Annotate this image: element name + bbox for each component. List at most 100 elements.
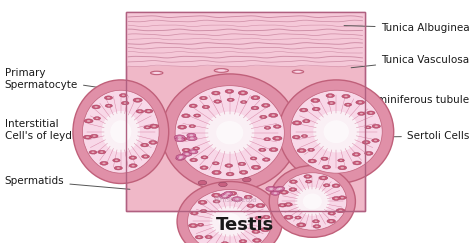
- Ellipse shape: [240, 101, 247, 104]
- Ellipse shape: [257, 217, 260, 219]
- Ellipse shape: [232, 197, 242, 201]
- Ellipse shape: [264, 229, 267, 231]
- Ellipse shape: [191, 126, 193, 127]
- Ellipse shape: [204, 106, 208, 108]
- Ellipse shape: [321, 157, 328, 160]
- Ellipse shape: [231, 198, 237, 201]
- Ellipse shape: [144, 156, 147, 157]
- Text: Tunica Vasculosa: Tunica Vasculosa: [351, 54, 469, 68]
- Ellipse shape: [193, 147, 200, 150]
- Ellipse shape: [131, 157, 134, 158]
- Ellipse shape: [262, 116, 264, 118]
- Ellipse shape: [215, 201, 218, 202]
- Ellipse shape: [269, 148, 278, 152]
- Ellipse shape: [328, 101, 335, 105]
- Ellipse shape: [113, 159, 120, 162]
- Ellipse shape: [131, 165, 135, 166]
- Ellipse shape: [305, 180, 312, 183]
- Ellipse shape: [319, 176, 328, 180]
- Ellipse shape: [187, 136, 197, 141]
- Text: Spermatids: Spermatids: [5, 176, 130, 189]
- Ellipse shape: [249, 205, 252, 207]
- Ellipse shape: [367, 127, 369, 128]
- Ellipse shape: [104, 96, 113, 100]
- Ellipse shape: [279, 80, 394, 183]
- Ellipse shape: [295, 122, 299, 124]
- Ellipse shape: [136, 99, 139, 101]
- Ellipse shape: [269, 113, 278, 117]
- Ellipse shape: [215, 172, 219, 174]
- Ellipse shape: [189, 224, 198, 228]
- Ellipse shape: [327, 219, 336, 223]
- Ellipse shape: [178, 139, 182, 140]
- Ellipse shape: [228, 191, 237, 195]
- Ellipse shape: [239, 170, 248, 174]
- Ellipse shape: [107, 97, 110, 99]
- Ellipse shape: [275, 137, 279, 139]
- Ellipse shape: [312, 107, 320, 111]
- Ellipse shape: [219, 194, 229, 199]
- Ellipse shape: [303, 194, 322, 209]
- Ellipse shape: [198, 236, 201, 238]
- Ellipse shape: [242, 101, 245, 103]
- Ellipse shape: [212, 162, 219, 165]
- Ellipse shape: [295, 187, 329, 216]
- Ellipse shape: [254, 166, 258, 168]
- Ellipse shape: [214, 92, 218, 94]
- Ellipse shape: [146, 127, 149, 128]
- Text: Interstitial
Cell's of leydig: Interstitial Cell's of leydig: [5, 119, 132, 141]
- Ellipse shape: [242, 172, 245, 173]
- Ellipse shape: [353, 161, 362, 165]
- Ellipse shape: [374, 125, 378, 127]
- Ellipse shape: [202, 210, 205, 212]
- Ellipse shape: [251, 96, 260, 100]
- Ellipse shape: [329, 220, 333, 222]
- Ellipse shape: [346, 104, 349, 105]
- Ellipse shape: [238, 91, 247, 95]
- Ellipse shape: [102, 163, 106, 164]
- Ellipse shape: [191, 225, 195, 226]
- Ellipse shape: [219, 182, 227, 187]
- Ellipse shape: [273, 192, 277, 194]
- Ellipse shape: [178, 137, 187, 141]
- Ellipse shape: [266, 186, 277, 191]
- Ellipse shape: [300, 108, 308, 112]
- Text: Sertoli Cells: Sertoli Cells: [361, 131, 469, 141]
- Ellipse shape: [94, 106, 98, 108]
- Ellipse shape: [231, 192, 234, 194]
- Ellipse shape: [300, 150, 303, 151]
- Ellipse shape: [265, 217, 268, 218]
- Ellipse shape: [356, 100, 365, 104]
- Ellipse shape: [374, 140, 377, 141]
- Ellipse shape: [246, 196, 250, 198]
- Ellipse shape: [211, 91, 220, 95]
- Ellipse shape: [141, 143, 148, 147]
- Ellipse shape: [214, 100, 221, 103]
- Ellipse shape: [193, 114, 201, 117]
- Ellipse shape: [233, 199, 236, 200]
- Text: Primary
Spermatocyte: Primary Spermatocyte: [5, 68, 137, 93]
- Ellipse shape: [328, 95, 332, 96]
- Ellipse shape: [205, 112, 254, 154]
- Ellipse shape: [225, 89, 234, 93]
- Ellipse shape: [255, 216, 263, 220]
- Ellipse shape: [190, 158, 198, 162]
- Ellipse shape: [221, 242, 228, 243]
- Ellipse shape: [264, 104, 267, 106]
- Ellipse shape: [124, 102, 127, 104]
- Ellipse shape: [254, 107, 256, 109]
- Ellipse shape: [182, 114, 190, 118]
- Ellipse shape: [292, 135, 300, 139]
- Ellipse shape: [227, 98, 234, 101]
- Ellipse shape: [322, 177, 325, 179]
- Ellipse shape: [262, 104, 270, 107]
- Ellipse shape: [91, 134, 98, 138]
- Ellipse shape: [281, 204, 284, 206]
- Ellipse shape: [210, 206, 250, 236]
- Ellipse shape: [264, 138, 271, 141]
- Ellipse shape: [352, 153, 360, 156]
- Ellipse shape: [336, 208, 345, 213]
- Ellipse shape: [202, 97, 205, 99]
- Ellipse shape: [251, 165, 261, 170]
- Ellipse shape: [254, 97, 257, 99]
